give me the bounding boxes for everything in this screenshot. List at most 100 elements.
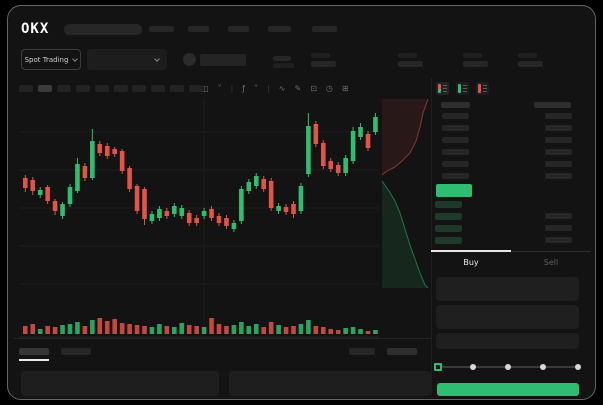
timeframe-button[interactable] bbox=[113, 85, 128, 92]
indicators-chevron-icon[interactable]: ˅ bbox=[254, 83, 259, 93]
bottom-tab-underline bbox=[19, 359, 49, 361]
timeframe-button[interactable] bbox=[170, 85, 185, 92]
chart-bottom-divider bbox=[14, 338, 432, 339]
bid-price-placeholder[interactable] bbox=[435, 237, 462, 244]
app-window: OKX Spot Trading ◫ ˅ | ƒ ˅ | ∿ ✎ ⊡ ◷ ⊞ Buy Sell bbox=[7, 5, 596, 400]
stat-label-placeholder bbox=[518, 53, 537, 58]
okx-logo: OKX bbox=[21, 21, 50, 37]
bottom-action-placeholder[interactable] bbox=[349, 348, 375, 355]
chart-type-chevron-icon[interactable]: ˅ bbox=[217, 83, 222, 93]
orders-panel-placeholder bbox=[21, 371, 219, 396]
tab-sell[interactable]: Sell bbox=[543, 258, 559, 267]
orderbook-icon-lines bbox=[463, 84, 467, 93]
tab-buy[interactable]: Buy bbox=[463, 258, 479, 267]
price-field[interactable] bbox=[436, 277, 579, 301]
orderbook-combined-icon[interactable] bbox=[436, 82, 449, 95]
stat-value-placeholder bbox=[518, 61, 543, 67]
bid-amount-placeholder[interactable] bbox=[545, 225, 572, 231]
slider-stop[interactable] bbox=[540, 364, 546, 370]
orderbook-icon-bar bbox=[458, 84, 461, 93]
nav-item-placeholder[interactable] bbox=[188, 26, 209, 32]
ask-price-placeholder[interactable] bbox=[442, 173, 469, 179]
ask-amount-placeholder[interactable] bbox=[545, 161, 572, 167]
orderbook-icon-bar bbox=[438, 84, 441, 93]
bottom-tab-active[interactable] bbox=[19, 348, 49, 355]
timeframe-button[interactable] bbox=[37, 85, 52, 92]
timeframe-button[interactable] bbox=[94, 85, 109, 92]
nav-item-placeholder[interactable] bbox=[268, 26, 291, 32]
ask-amount-placeholder[interactable] bbox=[545, 113, 572, 119]
slider-stop[interactable] bbox=[505, 364, 511, 370]
buy-submit-button[interactable] bbox=[437, 383, 579, 396]
price-change-placeholder bbox=[273, 63, 294, 68]
bid-amount-placeholder[interactable] bbox=[545, 213, 572, 219]
tabs-divider bbox=[431, 251, 591, 252]
ask-price-placeholder[interactable] bbox=[442, 113, 469, 119]
timeframe-button[interactable] bbox=[151, 85, 166, 92]
slider-stop[interactable] bbox=[470, 364, 476, 370]
stat-value-placeholder bbox=[311, 61, 336, 67]
pair-selector-dropdown[interactable] bbox=[87, 49, 167, 70]
ask-amount-placeholder[interactable] bbox=[545, 125, 572, 131]
orderbook-amount-header bbox=[534, 102, 571, 108]
amount-field[interactable] bbox=[436, 305, 579, 329]
ask-price-placeholder[interactable] bbox=[442, 149, 469, 155]
ask-price-placeholder[interactable] bbox=[442, 125, 469, 131]
stat-label-placeholder bbox=[463, 53, 482, 58]
ask-amount-placeholder[interactable] bbox=[545, 137, 572, 143]
nav-item-placeholder[interactable] bbox=[228, 26, 249, 32]
nav-item-placeholder[interactable] bbox=[149, 26, 174, 32]
ask-amount-placeholder[interactable] bbox=[545, 149, 572, 155]
slider-stop[interactable] bbox=[575, 364, 581, 370]
total-field[interactable] bbox=[436, 333, 579, 349]
indicators-icon[interactable]: ƒ bbox=[242, 83, 246, 93]
drawing-tools-icon[interactable]: ✎ bbox=[294, 83, 302, 93]
depth-chart[interactable] bbox=[381, 98, 431, 294]
panel-divider bbox=[431, 78, 432, 396]
chevron-down-icon bbox=[72, 55, 79, 62]
fullscreen-icon[interactable]: ⊞ bbox=[341, 83, 349, 93]
bid-price-placeholder[interactable] bbox=[435, 213, 462, 220]
reload-icon[interactable]: ◷ bbox=[325, 83, 333, 93]
last-price-badge bbox=[436, 184, 472, 197]
chart-toolbar-icons: ◫ ˅ | ƒ ˅ | ∿ ✎ ⊡ ◷ ⊞ bbox=[201, 83, 349, 93]
stat-value-placeholder bbox=[398, 61, 423, 67]
bottom-tab[interactable] bbox=[61, 348, 91, 355]
timeframe-button[interactable] bbox=[75, 85, 90, 92]
chart-type-icon[interactable]: ◫ bbox=[201, 83, 209, 93]
orderbook-icon-lines bbox=[483, 84, 487, 93]
stat-value-placeholder bbox=[463, 61, 488, 67]
ask-amount-placeholder[interactable] bbox=[545, 173, 572, 179]
timeframe-button[interactable] bbox=[132, 85, 147, 92]
orderbook-icon-bar bbox=[478, 84, 481, 93]
bid-amount-placeholder[interactable] bbox=[545, 237, 572, 243]
bid-price-placeholder[interactable] bbox=[435, 201, 462, 208]
market-type-label: Spot Trading bbox=[24, 55, 69, 64]
orderbook-price-header bbox=[441, 102, 470, 108]
nav-item-placeholder[interactable] bbox=[312, 26, 337, 32]
orderbook-bids-icon[interactable] bbox=[456, 82, 469, 95]
timeframe-button[interactable] bbox=[19, 85, 33, 92]
chevron-down-icon bbox=[154, 55, 160, 62]
screenshot-icon[interactable]: ⊡ bbox=[310, 83, 317, 93]
ask-price-placeholder[interactable] bbox=[442, 161, 469, 167]
stat-label-placeholder bbox=[311, 53, 330, 58]
coin-avatar bbox=[183, 53, 196, 66]
search-input[interactable] bbox=[64, 24, 142, 35]
market-type-dropdown[interactable]: Spot Trading bbox=[21, 49, 81, 70]
ask-price-placeholder[interactable] bbox=[442, 137, 469, 143]
pair-name-placeholder bbox=[200, 54, 246, 66]
candlestick-chart[interactable] bbox=[19, 98, 379, 338]
slider-handle[interactable] bbox=[434, 363, 442, 371]
last-price-placeholder bbox=[273, 56, 291, 61]
line-style-icon[interactable]: ∿ bbox=[278, 83, 286, 93]
timeframe-button[interactable] bbox=[56, 85, 71, 92]
orderbook-icon-lines bbox=[443, 84, 447, 93]
orderbook-asks-icon[interactable] bbox=[476, 82, 489, 95]
bottom-action-placeholder[interactable] bbox=[387, 348, 417, 355]
toolbar-divider: | bbox=[267, 83, 270, 93]
bid-price-placeholder[interactable] bbox=[435, 225, 462, 232]
history-panel-placeholder bbox=[229, 371, 431, 396]
timeframe-button[interactable] bbox=[189, 85, 204, 92]
stat-label-placeholder bbox=[398, 53, 417, 58]
